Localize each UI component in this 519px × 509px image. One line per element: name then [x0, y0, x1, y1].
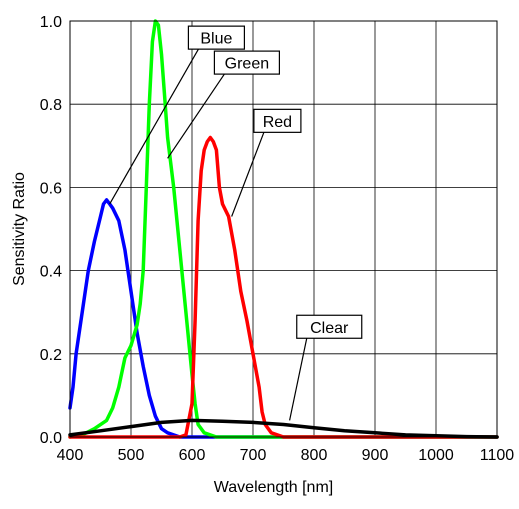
- y-tick-5: 1.0: [40, 14, 62, 31]
- callout-box: [296, 314, 363, 339]
- y-tick-1: 0.2: [40, 347, 62, 364]
- x-tick-1: 500: [118, 447, 145, 464]
- series-line-blue: [68, 198, 499, 439]
- x-tick-3: 700: [240, 447, 267, 464]
- x-tick-0: 400: [57, 447, 84, 464]
- callout-leader: [231, 132, 265, 217]
- series-line-clear: [68, 418, 499, 439]
- x-tick-7: 1100: [480, 447, 515, 464]
- callout-green: Green: [167, 50, 280, 159]
- callout-label: Green: [225, 56, 269, 73]
- series-lines: [68, 19, 499, 439]
- x-tick-labels: 400 500 600 700 800 900 1000 1100: [57, 447, 515, 464]
- grid: [69, 20, 498, 438]
- callout-clear: Clear: [289, 314, 363, 421]
- callout-box: [253, 108, 302, 133]
- x-tick-4: 800: [301, 447, 328, 464]
- callout-box: [187, 25, 245, 50]
- series-line-green: [68, 19, 499, 439]
- series-line-red: [68, 135, 499, 439]
- y-tick-3: 0.6: [40, 180, 62, 197]
- plot-frame: [69, 20, 498, 438]
- x-tick-2: 600: [179, 447, 206, 464]
- y-tick-2: 0.4: [40, 264, 62, 281]
- callout-leader: [167, 73, 225, 159]
- callout-red: Red: [231, 108, 302, 217]
- callout-label: Clear: [310, 320, 349, 337]
- callout-label: Blue: [200, 31, 232, 48]
- y-tick-4: 0.8: [40, 97, 62, 114]
- callout-box: [213, 50, 280, 75]
- x-tick-5: 900: [362, 447, 389, 464]
- callout-blue: Blue: [109, 25, 245, 205]
- callout-leader: [289, 338, 308, 421]
- x-axis-label: Wavelength [nm]: [214, 479, 333, 496]
- callout-leader: [109, 48, 199, 205]
- y-tick-labels: 0.0 0.2 0.4 0.6 0.8 1.0: [40, 14, 62, 447]
- series-callouts: Blue Green Red Clear: [109, 25, 363, 421]
- callout-label: Red: [263, 114, 292, 131]
- y-tick-0: 0.0: [40, 430, 62, 447]
- x-tick-6: 1000: [418, 447, 454, 464]
- y-axis-label: Sensitivity Ratio: [11, 172, 28, 286]
